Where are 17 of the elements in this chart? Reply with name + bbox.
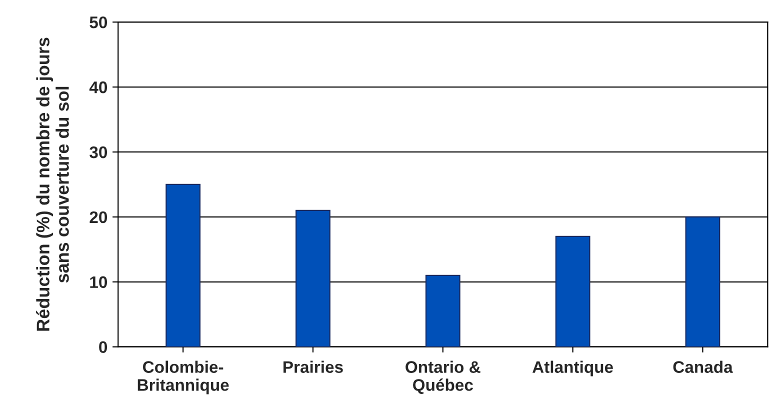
x-tick-label: Prairies — [284, 360, 343, 373]
y-tick-label: 50 — [90, 16, 108, 28]
y-tick-label: 10 — [90, 276, 108, 288]
bar — [296, 210, 330, 347]
bar — [425, 274, 460, 347]
bar — [166, 184, 201, 347]
x-tick-label: Atlantique — [532, 360, 613, 376]
x-tick-label: Ontario & Québec — [406, 360, 480, 394]
bar — [555, 236, 590, 347]
y-tick-label: 40 — [89, 81, 108, 94]
y-tick-label: 0 — [99, 341, 108, 354]
y-axis-title: Réduction (%) du nombre de jours sans couverture du sol — [36, 38, 69, 331]
x-tick-label: Colombie- Britannique — [138, 360, 229, 394]
y-tick-label: 20 — [90, 211, 108, 224]
bar — [685, 216, 720, 347]
y-tick-label: 30 — [90, 146, 108, 158]
x-tick-label: Canada — [673, 360, 733, 373]
